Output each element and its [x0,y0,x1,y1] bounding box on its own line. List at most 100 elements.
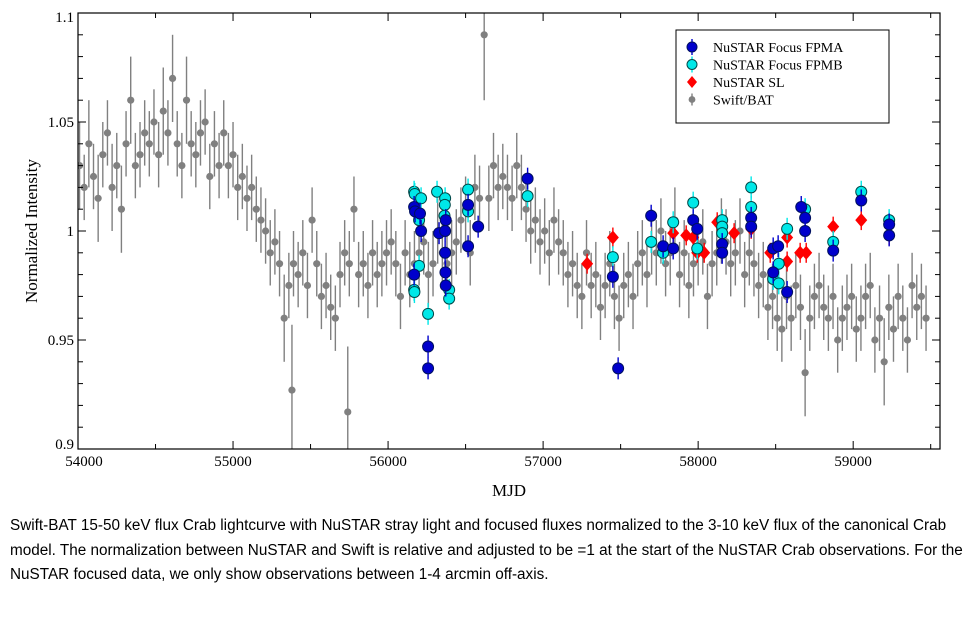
bat-point [89,172,98,181]
bat-point [801,369,809,377]
sl-point [581,256,594,271]
bat-point [387,238,395,246]
legend-label: NuSTAR Focus FPMA [713,41,844,56]
x-tick-label: 57000 [524,454,562,470]
bat-point [806,314,814,322]
legend: NuSTAR Focus FPMA NuSTAR Focus FPMB NuSTAR… [675,29,890,124]
bat-point [229,151,237,159]
bat-point [299,249,307,257]
y-tick-label: 1.05 [48,115,74,131]
figure-caption: Swift-BAT 15-50 keV flux Crab lightcurve… [10,517,963,583]
fpma-point [657,240,670,253]
bat-point [173,140,181,148]
bat-point [103,129,112,137]
bat-point [703,292,712,300]
fpma-point [439,214,452,227]
fpmb-point [691,242,704,255]
bat-point [820,303,828,311]
bat-point [582,249,591,257]
bat-point [99,151,107,159]
legend-marker-circle [686,41,698,53]
bat-point [755,281,763,290]
bat-point [815,281,823,290]
fpmb-point [431,185,444,198]
bat-point [415,249,423,257]
bat-point [792,281,800,290]
bat-point [834,336,842,344]
bat-point [108,183,116,191]
bat-point [587,281,595,290]
bat-point [150,118,158,126]
legend-box [675,29,890,124]
bat-point [327,303,335,311]
bat-point [452,238,460,246]
fpmb-point [422,307,435,320]
y-tick-label: 1 [67,224,75,240]
fpma-point [521,172,534,185]
bat-point [215,162,223,170]
x-tick-label: 58000 [679,454,717,470]
bat-point [355,271,363,279]
y-axis-title: Normalized Intensity [22,159,41,303]
bat-point [494,183,502,191]
bat-point [117,205,126,213]
bat-point [848,292,856,300]
bat-point [485,194,493,202]
bat-point [643,271,651,279]
bat-point [489,162,498,170]
bat-point [141,129,149,137]
x-tick-label: 59000 [834,454,872,470]
bat-point [764,303,772,311]
bat-point [368,249,377,257]
bat-point [624,271,632,279]
fpmb-point [462,183,475,196]
bat-point [727,260,735,268]
fpma-point [767,266,780,279]
bat-point [159,107,167,115]
bat-point [513,162,521,170]
bat-point [308,216,316,224]
fpma-point [827,244,840,257]
plot-area [78,13,930,449]
bat-point [378,260,386,268]
x-tick-label: 56000 [369,454,407,470]
bat-point [401,249,409,257]
sl-point [728,226,741,241]
legend-label: Swift/BAT [713,94,774,109]
bat-point [545,249,553,257]
bat-point [345,260,353,268]
bat-point [852,325,860,333]
fpma-point [439,246,452,259]
fpma-point [781,286,794,299]
bat-point [829,292,837,300]
bat-point [620,281,628,290]
legend-marker-circle [688,96,696,103]
bat-point [824,314,832,322]
bat-point [373,271,381,279]
sl-point [855,213,868,228]
bat-point [843,303,851,311]
y-tick-label: 0.9 [55,437,74,453]
fpmb-point [687,196,700,209]
fpma-point [414,207,427,220]
bat-point [503,183,512,191]
bat-point [861,292,870,300]
bat-point [201,118,209,126]
fpma-point [422,362,435,375]
bat-point [880,358,888,366]
bat-point [657,227,665,235]
y-tick-label: 0.95 [48,333,74,349]
fpma-point [422,340,435,353]
fpma-point [408,268,421,281]
bat-point [615,314,623,322]
bat-point [285,281,293,290]
bat-point [289,260,298,268]
bat-point [420,238,428,246]
bat-point [564,271,572,279]
legend-item: NuSTAR Focus FPMA [686,39,844,56]
fpmb-point [521,190,534,203]
bat-point [741,271,749,279]
bat-point [396,292,405,300]
fpma-point [799,225,812,237]
bat-point [689,260,698,268]
